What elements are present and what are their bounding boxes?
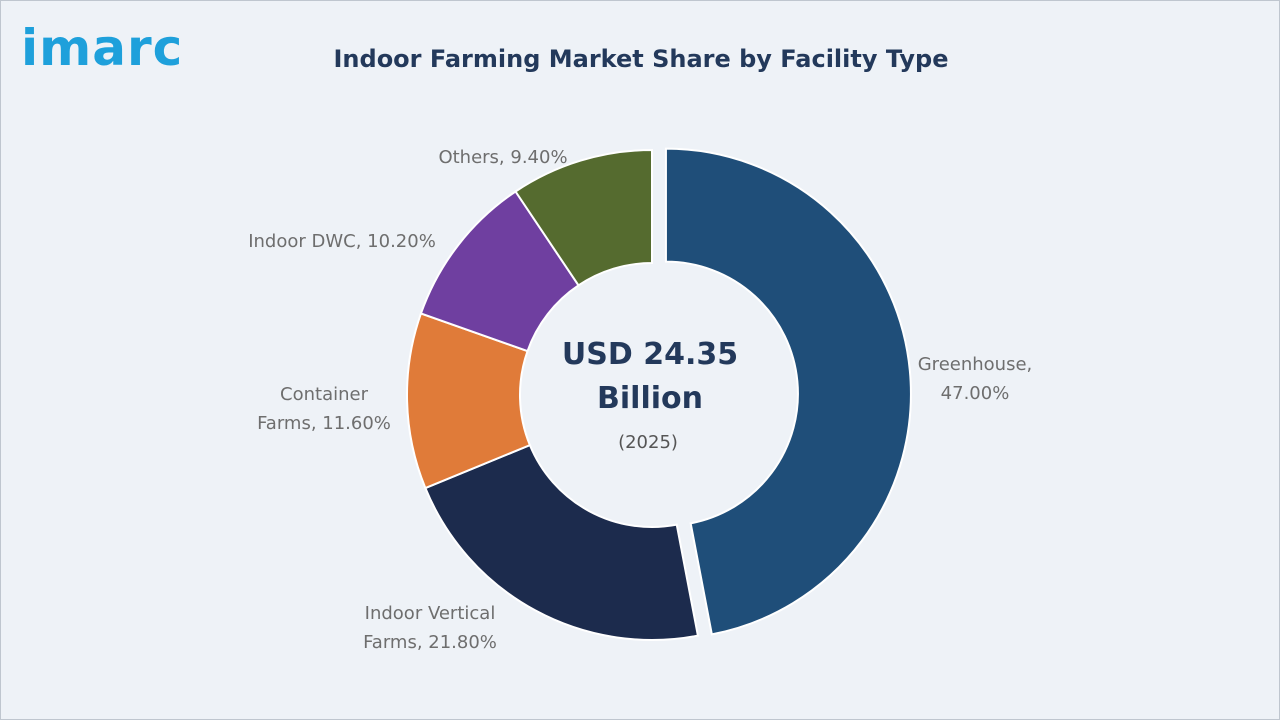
imarc-logo: imarc bbox=[21, 19, 184, 77]
center-year: (2025) bbox=[618, 432, 678, 453]
slice-greenhouse bbox=[664, 147, 912, 636]
slice-others bbox=[514, 148, 653, 287]
center-value-line2: Billion bbox=[597, 381, 703, 416]
label-greenhouse: Greenhouse, 47.00% bbox=[918, 354, 1033, 404]
label-indoor-dwc: Indoor DWC, 10.20% bbox=[248, 231, 436, 252]
label-container-farms: Container Farms, 11.60% bbox=[257, 384, 391, 434]
label-indoor-vertical-farms: Indoor Vertical Farms, 21.80% bbox=[363, 603, 497, 653]
label-others: Others, 9.40% bbox=[438, 147, 567, 168]
center-value-line1: USD 24.35 bbox=[562, 337, 738, 372]
slice-indoor-vertical-farms bbox=[424, 443, 700, 641]
chart-title: Indoor Farming Market Share by Facility … bbox=[333, 45, 949, 73]
